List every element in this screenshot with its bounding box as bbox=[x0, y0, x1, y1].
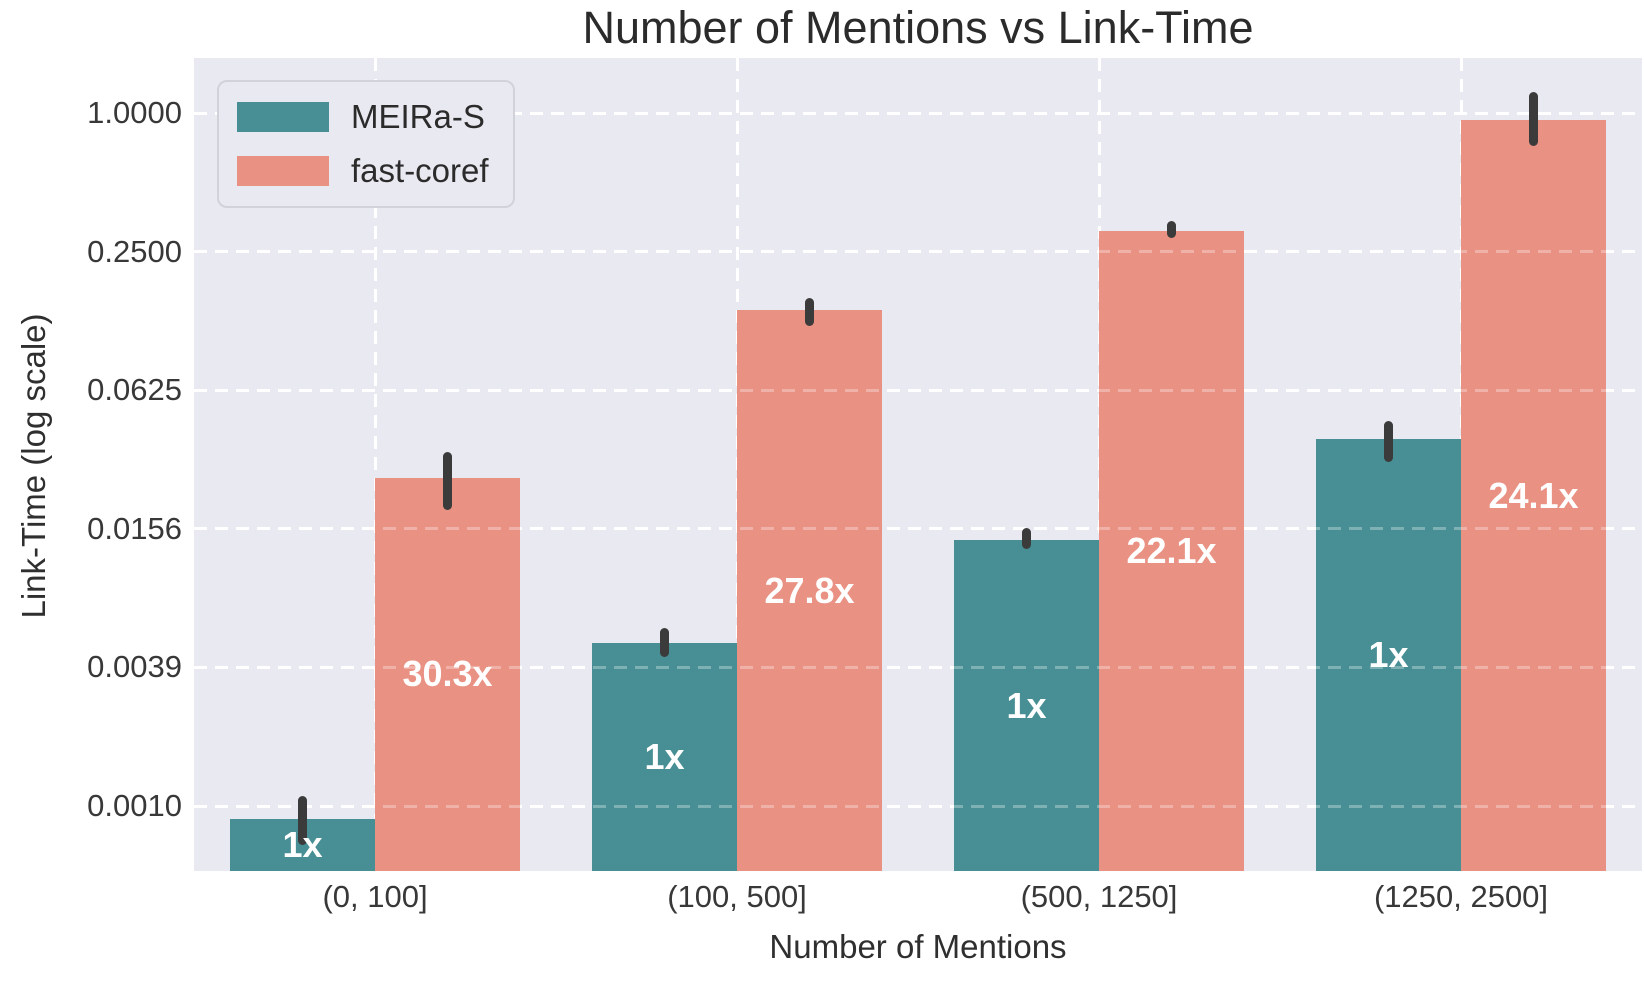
bar-fast-coref-2 bbox=[1099, 231, 1244, 871]
legend-swatch-fast-coref bbox=[237, 156, 329, 186]
gridline-h-overlay bbox=[194, 111, 1642, 115]
x-tick-label: (500, 1250] bbox=[1020, 879, 1178, 914]
y-tick-label: 1.0000 bbox=[87, 95, 182, 130]
bar-fast-coref-3 bbox=[1461, 120, 1606, 871]
error-bar bbox=[1167, 220, 1176, 239]
gridline-h bbox=[194, 804, 1642, 808]
error-bar bbox=[660, 628, 669, 658]
gridline-v bbox=[373, 58, 377, 871]
bar-fast-coref-1 bbox=[737, 310, 882, 871]
y-tick-label: 0.2500 bbox=[87, 233, 182, 269]
legend-label: MEIRa-S bbox=[351, 98, 485, 135]
gridline-h bbox=[194, 388, 1642, 392]
plot-area: 1x 1x 1x 1x 30.3x 27.8x 22.1x 24.1x bbox=[194, 58, 1642, 871]
legend: MEIRa-S fast-coref bbox=[217, 80, 515, 208]
gridline-h bbox=[194, 111, 1642, 115]
error-bar bbox=[1384, 420, 1393, 462]
chart-title: Number of Mentions vs Link-Time bbox=[582, 2, 1254, 53]
bar-meira-s-3 bbox=[1316, 438, 1461, 871]
bar-label: 1x bbox=[1368, 633, 1409, 675]
y-tick-label: 0.0039 bbox=[87, 649, 182, 685]
error-bar bbox=[443, 452, 452, 511]
bar-fast-coref-0 bbox=[375, 477, 520, 871]
y-tick-label: 0.0625 bbox=[87, 372, 182, 408]
gridline-h-overlay bbox=[194, 250, 1642, 254]
gridline-h-overlay bbox=[194, 527, 1642, 531]
bar-meira-s-2 bbox=[954, 540, 1099, 871]
gridline-h bbox=[194, 250, 1642, 254]
gridline-h-overlay bbox=[194, 665, 1642, 669]
bar-label: 30.3x bbox=[402, 653, 493, 695]
bar-label: 1x bbox=[644, 735, 685, 777]
legend-item: fast-coref bbox=[237, 152, 489, 190]
bar-label: 24.1x bbox=[1488, 474, 1579, 516]
bar-label: 1x bbox=[282, 823, 323, 865]
bar-label: 1x bbox=[1006, 684, 1047, 726]
y-tick-label: 0.0156 bbox=[87, 510, 182, 546]
legend-item: MEIRa-S bbox=[237, 98, 489, 136]
error-bar bbox=[805, 298, 814, 326]
y-tick-label: 0.0010 bbox=[87, 788, 182, 823]
bar-meira-s-1 bbox=[592, 642, 737, 871]
error-bar bbox=[1022, 528, 1031, 549]
x-tick-label: (100, 500] bbox=[667, 879, 807, 914]
x-tick-label: (1250, 2500] bbox=[1373, 879, 1549, 914]
y-axis-label: Link-Time (log scale) bbox=[15, 313, 52, 619]
gridline-h-overlay bbox=[194, 388, 1642, 392]
bar-label: 27.8x bbox=[764, 569, 855, 611]
gridline-h-overlay bbox=[194, 804, 1642, 808]
gridline-h bbox=[194, 665, 1642, 669]
x-axis-label: Number of Mentions bbox=[769, 928, 1067, 965]
x-tick-label: (0, 100] bbox=[322, 879, 428, 914]
legend-swatch-meira-s bbox=[237, 102, 329, 132]
gridline-h bbox=[194, 527, 1642, 531]
error-bar bbox=[298, 795, 307, 846]
legend-label: fast-coref bbox=[351, 152, 489, 189]
bar-label: 22.1x bbox=[1126, 530, 1217, 572]
error-bar bbox=[1529, 92, 1538, 146]
